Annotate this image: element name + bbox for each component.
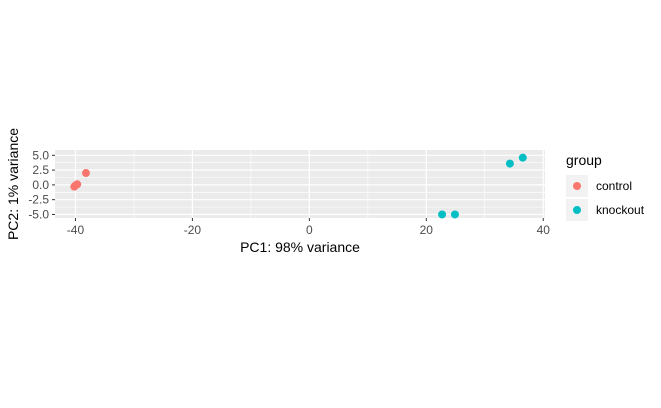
legend-label-knockout: knockout — [596, 203, 645, 217]
data-point-knockout — [518, 153, 527, 162]
y-tick-label: -2.5 — [28, 193, 49, 207]
data-point-knockout — [450, 210, 459, 219]
legend-key-knockout — [573, 206, 581, 214]
y-axis-ticks: -5.0-2.50.02.55.0 — [28, 148, 55, 221]
x-axis-title: PC1: 98% variance — [240, 239, 360, 255]
legend: group control knockout — [566, 152, 645, 221]
data-point-knockout — [505, 159, 514, 168]
x-tick-label: 40 — [537, 223, 551, 237]
y-tick-label: 2.5 — [32, 163, 49, 177]
data-point-control — [70, 182, 79, 191]
legend-label-control: control — [596, 179, 632, 193]
y-axis-title: PC2: 1% variance — [5, 128, 21, 240]
x-tick-label: -20 — [184, 223, 202, 237]
data-point-knockout — [438, 210, 447, 219]
legend-key-control — [573, 182, 581, 190]
y-tick-label: 0.0 — [32, 178, 49, 192]
data-points — [70, 153, 527, 219]
x-tick-label: -40 — [67, 223, 85, 237]
y-tick-label: -5.0 — [28, 207, 49, 221]
x-tick-label: 20 — [420, 223, 434, 237]
x-tick-label: 0 — [306, 223, 313, 237]
y-tick-label: 5.0 — [32, 148, 49, 162]
major-gridlines — [55, 150, 545, 218]
minor-gridlines — [55, 150, 545, 218]
legend-title: group — [566, 152, 602, 168]
x-axis-ticks: -40 -20 0 20 40 — [67, 218, 550, 237]
plot-panel — [55, 150, 545, 218]
data-point-control — [81, 169, 90, 178]
legend-keys: control knockout — [566, 175, 645, 221]
